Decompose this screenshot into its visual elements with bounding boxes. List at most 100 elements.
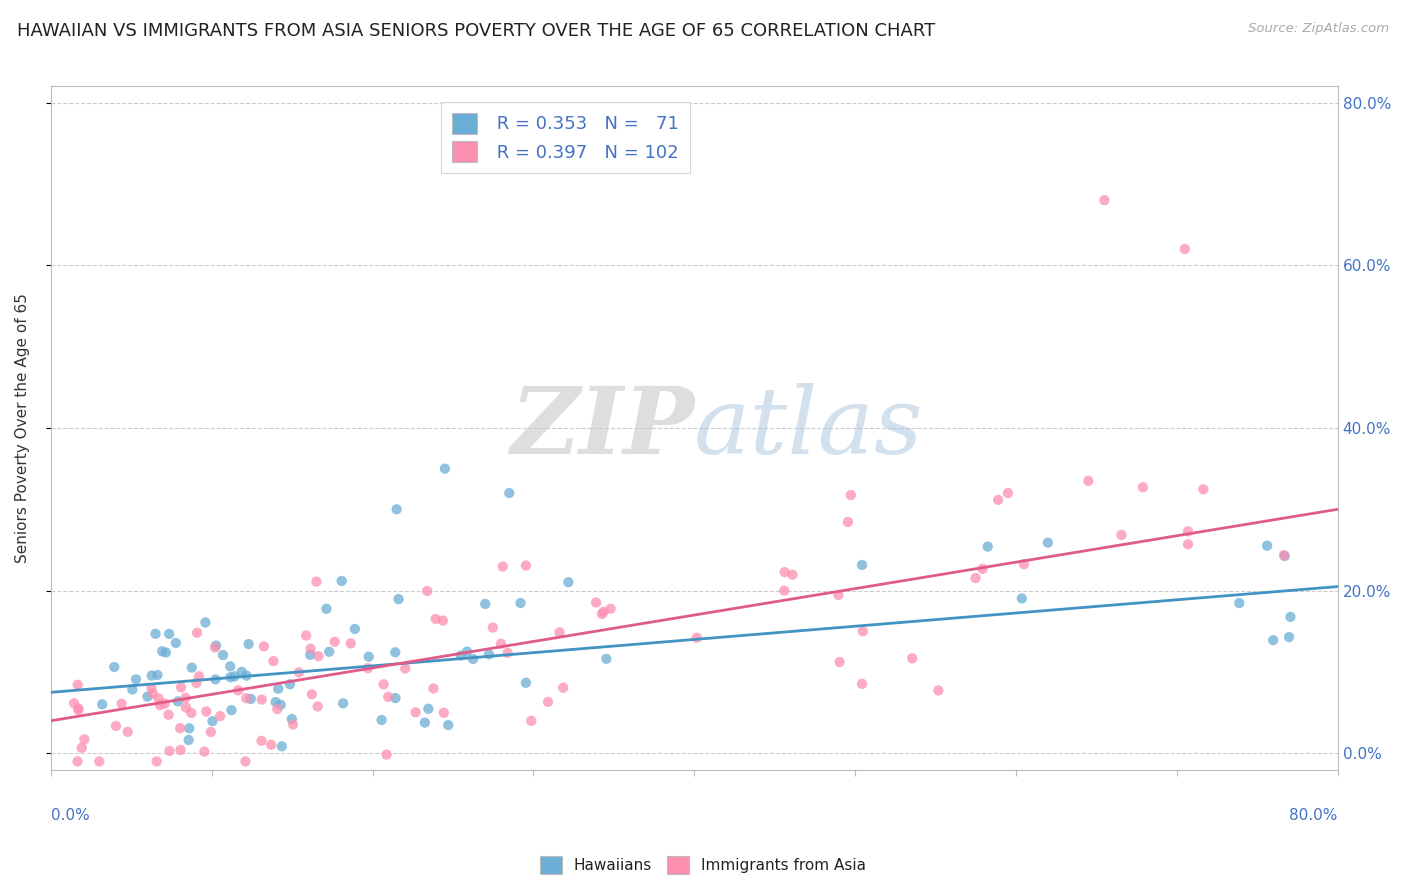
- Point: [509, 596, 531, 610]
- Point: [146, 668, 169, 682]
- Point: [231, 665, 253, 679]
- Legend:  R = 0.353   N =   71,  R = 0.397   N = 102: R = 0.353 N = 71, R = 0.397 N = 102: [441, 103, 690, 173]
- Point: [169, 743, 191, 757]
- Point: [433, 706, 456, 720]
- Point: [174, 690, 197, 705]
- Point: [387, 592, 409, 607]
- Point: [1111, 528, 1133, 542]
- Point: [828, 655, 851, 669]
- Point: [1278, 630, 1301, 644]
- Point: [413, 715, 436, 730]
- Point: [773, 565, 796, 579]
- Point: [270, 739, 292, 754]
- Point: [1174, 242, 1197, 256]
- Point: [104, 719, 127, 733]
- Point: [384, 645, 406, 659]
- Point: [239, 691, 262, 706]
- Point: [288, 665, 311, 680]
- Point: [267, 681, 290, 696]
- Point: [433, 461, 456, 475]
- Point: [432, 614, 454, 628]
- Point: [264, 695, 287, 709]
- Point: [278, 677, 301, 691]
- Point: [299, 641, 322, 656]
- Point: [1192, 483, 1215, 497]
- Point: [520, 714, 543, 728]
- Point: [150, 644, 173, 658]
- Point: [305, 574, 328, 589]
- Point: [827, 588, 849, 602]
- Point: [323, 634, 346, 648]
- Point: [212, 648, 235, 662]
- Point: [73, 732, 96, 747]
- Point: [250, 734, 273, 748]
- Point: [1272, 548, 1295, 562]
- Point: [266, 702, 288, 716]
- Point: [425, 612, 447, 626]
- Point: [170, 681, 193, 695]
- Point: [177, 733, 200, 747]
- Point: [318, 645, 340, 659]
- Point: [437, 718, 460, 732]
- Point: [165, 636, 187, 650]
- Point: [450, 648, 472, 663]
- Point: [224, 669, 246, 683]
- Point: [463, 652, 485, 666]
- Point: [686, 631, 709, 645]
- Point: [976, 540, 998, 554]
- Point: [209, 709, 232, 723]
- Point: [186, 625, 208, 640]
- Point: [169, 721, 191, 735]
- Point: [515, 675, 537, 690]
- Point: [343, 622, 366, 636]
- Point: [1036, 535, 1059, 549]
- Point: [141, 681, 163, 695]
- Point: [67, 701, 90, 715]
- Point: [370, 713, 392, 727]
- Point: [221, 703, 243, 717]
- Point: [394, 661, 416, 675]
- Point: [145, 755, 167, 769]
- Point: [557, 575, 579, 590]
- Point: [142, 687, 165, 701]
- Point: [498, 486, 520, 500]
- Point: [205, 639, 228, 653]
- Point: [1077, 474, 1099, 488]
- Point: [103, 660, 125, 674]
- Point: [537, 695, 560, 709]
- Point: [474, 597, 496, 611]
- Point: [553, 681, 575, 695]
- Point: [595, 652, 617, 666]
- Point: [155, 646, 177, 660]
- Point: [136, 690, 159, 704]
- Point: [195, 705, 218, 719]
- Point: [585, 595, 607, 609]
- Point: [121, 682, 143, 697]
- Point: [375, 747, 398, 762]
- Point: [340, 636, 363, 650]
- Point: [1011, 591, 1033, 606]
- Point: [149, 698, 172, 712]
- Text: ZIP: ZIP: [510, 383, 695, 473]
- Y-axis label: Seniors Poverty Over the Age of 65: Seniors Poverty Over the Age of 65: [15, 293, 30, 563]
- Text: 0.0%: 0.0%: [51, 808, 90, 823]
- Point: [67, 703, 90, 717]
- Point: [299, 648, 322, 662]
- Point: [174, 700, 197, 714]
- Point: [89, 755, 111, 769]
- Point: [1177, 524, 1199, 539]
- Legend: Hawaiians, Immigrants from Asia: Hawaiians, Immigrants from Asia: [534, 850, 872, 880]
- Point: [591, 607, 613, 621]
- Text: atlas: atlas: [695, 383, 924, 473]
- Point: [481, 621, 503, 635]
- Point: [405, 706, 427, 720]
- Point: [307, 699, 329, 714]
- Point: [219, 670, 242, 684]
- Point: [851, 677, 873, 691]
- Point: [194, 615, 217, 630]
- Point: [987, 492, 1010, 507]
- Point: [901, 651, 924, 665]
- Point: [167, 694, 190, 708]
- Point: [157, 627, 180, 641]
- Point: [1256, 539, 1278, 553]
